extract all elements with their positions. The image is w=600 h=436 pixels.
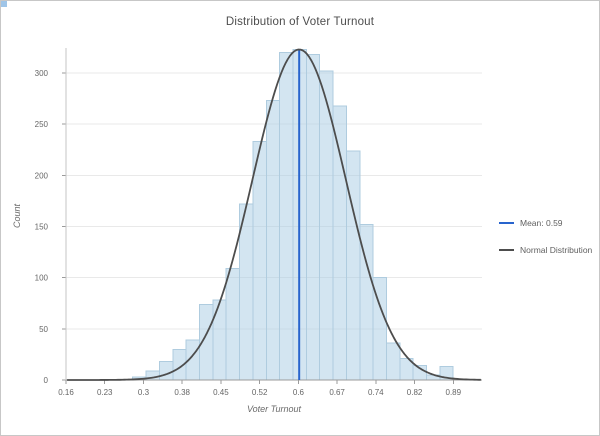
mean-line-swatch [499, 222, 514, 224]
legend-item-mean[interactable]: Mean: 0.59 [499, 218, 592, 228]
histogram-bar[interactable] [212, 299, 227, 381]
y-tick-label: 200 [35, 171, 49, 180]
x-tick-label: 0.74 [368, 388, 384, 397]
normal-distribution-curve [67, 48, 481, 381]
legend-item-normal-distribution[interactable]: Normal Distribution [499, 245, 592, 255]
x-axis-title: Voter Turnout [246, 404, 302, 414]
histogram-bar[interactable] [252, 141, 267, 381]
x-tick-label: 0.23 [97, 388, 113, 397]
histogram-bar[interactable] [345, 150, 361, 381]
x-tick-labels: 0.16 0.23 0.3 0.38 0.45 0.52 0.6 0.67 0.74 0.82 0.… [58, 388, 461, 397]
y-tick-label: 250 [35, 120, 49, 129]
x-tick-label: 0.52 [252, 388, 268, 397]
corner-mark [1, 1, 7, 7]
histogram-bar[interactable] [279, 52, 294, 381]
histogram-bar[interactable] [332, 105, 347, 381]
histogram-bar[interactable] [239, 203, 254, 381]
histogram-bar[interactable] [385, 342, 401, 381]
y-tick-label: 150 [35, 223, 49, 232]
legend: Mean: 0.59 Normal Distribution [499, 218, 592, 272]
legend-label: Mean: 0.59 [520, 218, 563, 228]
x-tick-label: 0.82 [407, 388, 423, 397]
x-tick-label: 0.16 [58, 388, 74, 397]
y-tick-label: 0 [44, 376, 49, 385]
y-tick-label: 300 [35, 69, 49, 78]
x-tick-label: 0.6 [293, 388, 305, 397]
chart-title: Distribution of Voter Turnout [225, 16, 375, 28]
normal-distribution-swatch [499, 249, 514, 251]
x-tick-label: 0.89 [446, 388, 462, 397]
x-tick-label: 0.45 [213, 388, 229, 397]
histogram-bar[interactable] [158, 361, 174, 381]
y-tick-label: 50 [39, 325, 48, 334]
histogram-bars [132, 48, 454, 381]
y-axis-title: Count [12, 203, 22, 229]
histogram-bar[interactable] [265, 100, 281, 381]
histogram-bar[interactable] [225, 267, 241, 381]
histogram-bar[interactable] [305, 54, 321, 381]
x-tick-label: 0.3 [138, 388, 150, 397]
y-tick-label: 100 [35, 274, 49, 283]
x-tick-label: 0.67 [329, 388, 345, 397]
legend-label: Normal Distribution [520, 245, 593, 255]
x-tick-label: 0.38 [174, 388, 190, 397]
y-tick-labels: 0 50 100 150 200 250 300 [35, 69, 49, 385]
